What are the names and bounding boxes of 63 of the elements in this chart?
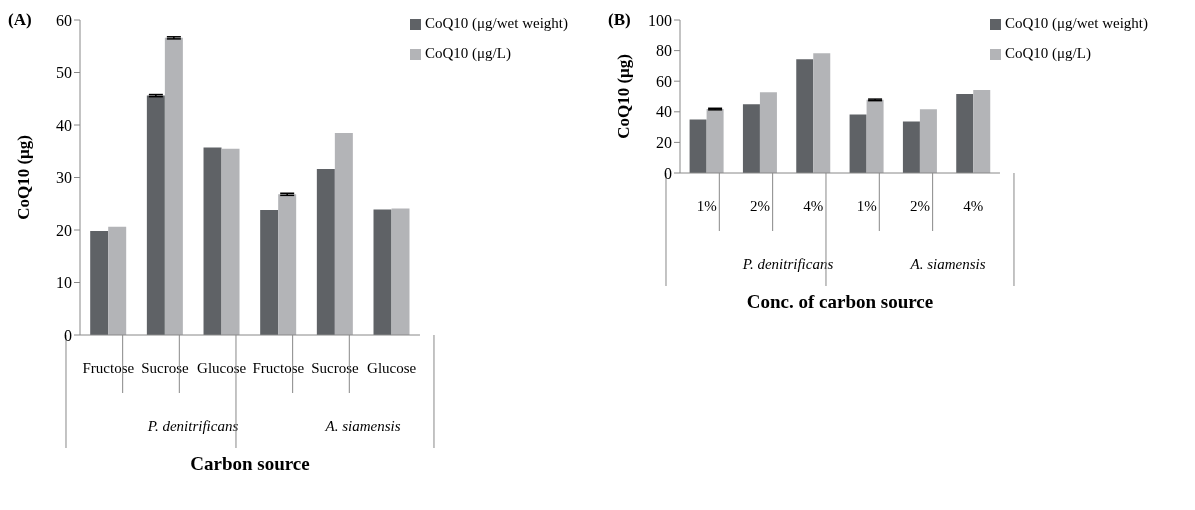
x-tick-label: Sucrose — [311, 360, 360, 376]
bar — [203, 147, 222, 335]
bar — [866, 99, 884, 173]
bar — [391, 208, 410, 335]
y-tick-label: 0 — [664, 164, 672, 182]
legend-label: CoQ10 (μg/L) — [424, 45, 511, 61]
bar — [973, 90, 991, 173]
x-tick-label: Sucrose — [141, 360, 190, 376]
text: A. siamensis — [909, 256, 986, 272]
y-tick-label: 60 — [56, 11, 72, 29]
x-tick-label: Glucose — [367, 360, 417, 376]
bar — [316, 169, 335, 335]
x-tick-label: 1% — [696, 198, 717, 214]
x-tick-label: Fructose — [252, 360, 305, 376]
y-tick-label: 20 — [656, 134, 672, 152]
legend-label: CoQ10 (μg/L) — [1004, 45, 1091, 61]
y-tick-label: 50 — [56, 64, 72, 82]
text: P. denitrificans — [146, 418, 239, 434]
y-tick-label: 40 — [56, 116, 72, 134]
bar — [759, 92, 777, 173]
y-tick-label: 100 — [648, 11, 672, 29]
y-tick-label: 60 — [656, 72, 672, 90]
bar — [796, 59, 814, 173]
x-tick-label: Glucose — [197, 360, 247, 376]
legend-label: CoQ10 (μg/wet weight) — [1004, 15, 1148, 31]
x-axis-title: Conc. of carbon source — [746, 291, 934, 312]
bar — [919, 109, 937, 173]
bar — [221, 148, 240, 335]
chart-title: (B) — [608, 10, 631, 30]
bar — [689, 119, 707, 173]
text: P. denitrificans — [741, 256, 834, 272]
bar — [164, 37, 183, 335]
x-axis-title: Carbon source — [190, 453, 310, 474]
bar — [706, 109, 724, 173]
bar — [260, 210, 279, 335]
x-tick-label: Fructose — [82, 360, 135, 376]
bar — [373, 209, 392, 335]
bar — [956, 94, 974, 173]
y-tick-label: 0 — [64, 326, 72, 344]
bar — [849, 114, 867, 173]
bar — [813, 53, 831, 173]
bar — [742, 104, 760, 173]
y-tick-label: 80 — [656, 42, 672, 60]
x-tick-label: 2% — [749, 198, 770, 214]
x-tick-label: 1% — [856, 198, 877, 214]
bar — [108, 226, 127, 335]
y-axis-title: CoQ10 (μg) — [614, 54, 634, 139]
y-tick-label: 10 — [56, 274, 72, 292]
y-tick-label: 20 — [56, 221, 72, 239]
bar — [278, 194, 297, 335]
bar — [146, 95, 165, 335]
y-axis-title: CoQ10 (μg) — [14, 135, 34, 220]
y-tick-label: 40 — [656, 103, 672, 121]
bar — [334, 132, 353, 335]
bar — [90, 231, 109, 335]
x-tick-label: 4% — [803, 198, 824, 214]
legend-label: CoQ10 (μg/wet weight) — [424, 15, 568, 31]
x-tick-label: 2% — [909, 198, 930, 214]
chart-title: (A) — [8, 10, 32, 30]
x-tick-label: 4% — [963, 198, 984, 214]
y-tick-label: 30 — [56, 169, 72, 187]
bar — [902, 121, 920, 173]
text: A. siamensis — [324, 418, 401, 434]
